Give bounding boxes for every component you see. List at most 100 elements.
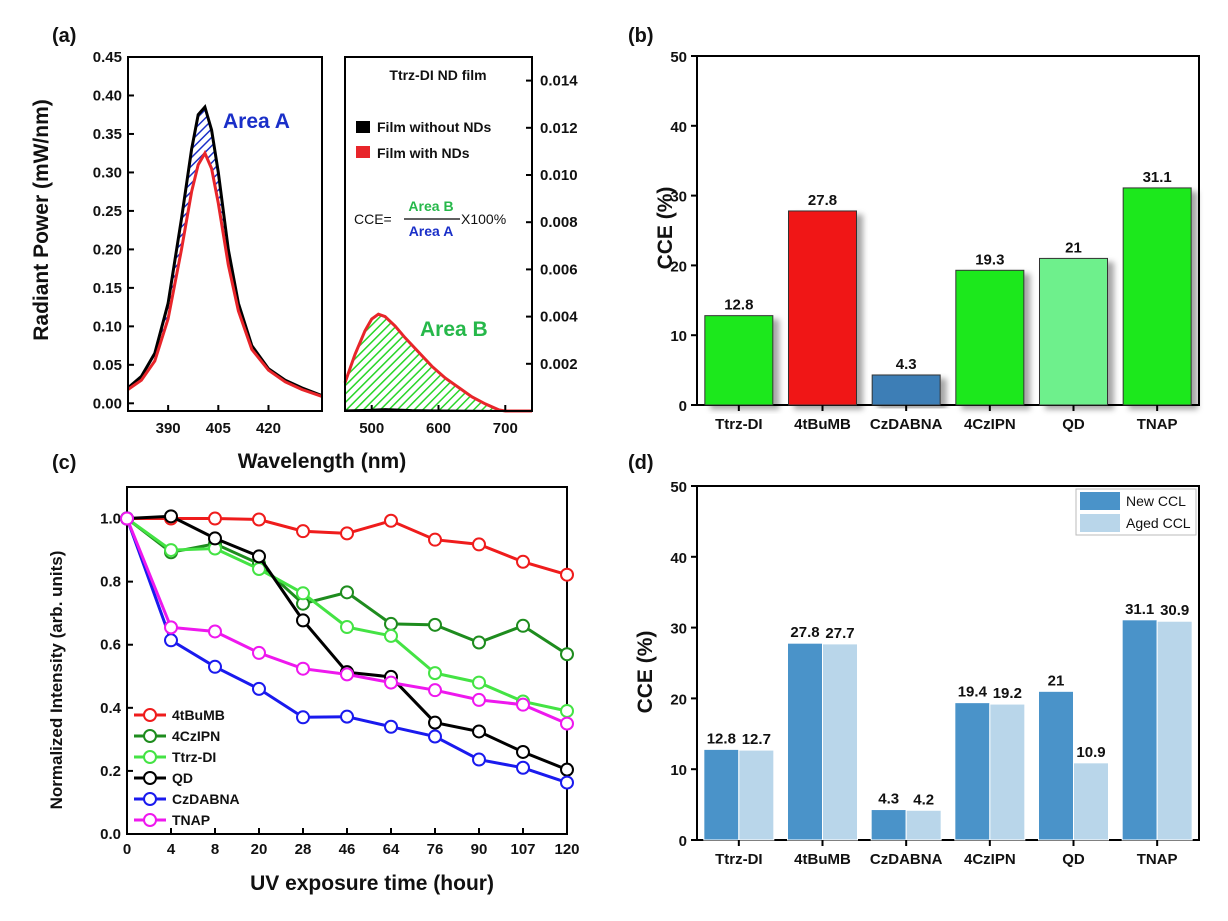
y-tick-label-right: 0.012 <box>540 120 578 137</box>
data-point-qd <box>516 744 530 759</box>
data-point-tnap <box>560 716 574 731</box>
data-point-tnap <box>252 645 266 660</box>
y-tick-label: 0.10 <box>93 318 122 335</box>
bar-data-label: 21 <box>1048 672 1065 689</box>
bar-data-label: 19.4 <box>958 684 988 701</box>
bar-czdabna <box>871 374 941 406</box>
data-point-qd <box>164 509 178 524</box>
data-point-qd <box>472 724 486 739</box>
data-point-4czipn <box>384 616 398 631</box>
panel-a-left-frame <box>127 56 323 412</box>
panel-a-x-axis-label: Wavelength (nm) <box>238 450 406 473</box>
x-tick-label: 120 <box>554 841 579 858</box>
bar-4tbumb-aged <box>822 643 858 841</box>
y-tick-label: 0 <box>679 398 687 415</box>
data-point-qd <box>296 613 310 628</box>
y-tick-label-right: 0.006 <box>540 261 578 278</box>
panel-c-x-axis-label: UV exposure time (hour) <box>250 872 494 895</box>
x-tick-label: TNAP <box>1137 851 1178 868</box>
area-b-hatch <box>345 314 532 411</box>
x-tick-label: Ttrz-DI <box>715 416 763 433</box>
legend-swatch-film-with-nds <box>356 146 370 158</box>
formula-numerator: Area B <box>408 198 453 214</box>
data-point-4tbumb <box>560 567 574 582</box>
bar-data-label: 27.8 <box>790 624 819 641</box>
y-tick-label: 40 <box>670 119 687 136</box>
x-tick-label-right: 500 <box>359 420 384 437</box>
y-tick-label: 40 <box>670 550 687 567</box>
legend-label-ttrz-di: Ttrz-DI <box>172 749 216 765</box>
bar-qd <box>1039 257 1108 406</box>
bar-data-label: 31.1 <box>1143 169 1172 186</box>
panel-a-y-axis-label: Radiant Power (mW/nm) <box>30 99 53 341</box>
panel-a-right-title: Ttrz-DI ND film <box>389 67 486 83</box>
data-point-czdabna <box>472 752 486 767</box>
data-point-qd <box>252 549 266 564</box>
x-tick-label: 28 <box>295 841 312 858</box>
data-point-tnap <box>296 661 310 676</box>
x-tick-label: 4CzIPN <box>964 851 1016 868</box>
data-point-tnap <box>164 620 178 635</box>
y-tick-label: 50 <box>670 479 687 496</box>
bar-tnap <box>1122 187 1192 406</box>
panel-a-left-plot: 0.00 0.05 0.10 0.15 0.20 0.25 0.30 0.35 0.40 0.45… <box>93 49 323 437</box>
data-point-ttrz-di <box>164 543 178 558</box>
x-tick-label: 4 <box>167 841 176 858</box>
bar-ttrz-di-aged <box>738 749 775 841</box>
data-point-4czipn <box>560 647 574 662</box>
data-point-czdabna <box>296 710 310 725</box>
bar-data-label: 10.9 <box>1076 744 1105 761</box>
plot-frame <box>696 55 1200 406</box>
panel-label-d: (d) <box>628 452 654 474</box>
legend-label-4czipn: 4CzIPN <box>172 728 220 744</box>
y-tick-label: 0.25 <box>93 203 122 220</box>
bar-data-label: 30.9 <box>1160 602 1189 619</box>
bar-qd-aged <box>1073 762 1109 841</box>
bar-data-label: 19.3 <box>975 251 1004 268</box>
data-point-czdabna <box>384 719 398 734</box>
data-point-czdabna <box>252 681 266 696</box>
legend-label-4tbumb: 4tBuMB <box>172 707 225 723</box>
panel-c-y-axis-label: Normalized Intensity (arb. units) <box>47 551 66 810</box>
legend-label-tnap: TNAP <box>172 812 210 828</box>
y-tick-label: 30 <box>670 189 687 206</box>
y-tick-label: 0.00 <box>93 395 122 412</box>
y-tick-label: 0.4 <box>100 700 122 717</box>
y-tick-label: 0.35 <box>93 126 122 143</box>
bar-data-label: 12.8 <box>707 730 736 747</box>
data-point-ttrz-di <box>296 586 310 601</box>
data-point-4tbumb <box>384 513 398 528</box>
y-tick-label: 0.05 <box>93 357 122 374</box>
bar-tnap-aged <box>1156 620 1193 841</box>
y-tick-label: 0.45 <box>93 49 122 66</box>
bar-data-label: 31.1 <box>1125 601 1154 618</box>
panel-a-right-plot: 0.002 0.004 0.006 0.008 0.010 0.012 0.014 500 60… <box>343 56 578 437</box>
data-point-4tbumb <box>252 512 266 527</box>
bar-data-label: 4.3 <box>896 356 917 373</box>
bar-4czipn <box>955 269 1025 406</box>
data-point-4tbumb <box>428 532 442 547</box>
data-point-4tbumb <box>340 526 354 541</box>
legend-label-film-without-nds: Film without NDs <box>377 119 492 135</box>
x-tick-label: 390 <box>156 420 181 437</box>
data-point-4czipn <box>516 618 530 633</box>
y-tick-label: 0.20 <box>93 241 122 258</box>
formula-prefix: CCE= <box>354 211 392 227</box>
panel-label-a: (a) <box>52 25 76 47</box>
x-tick-label: 4tBuMB <box>794 416 851 433</box>
legend-swatch-new-ccl <box>1080 492 1120 510</box>
x-tick-label: 64 <box>383 841 400 858</box>
panel-a-chart: 0.00 0.05 0.10 0.15 0.20 0.25 0.30 0.35 0.40 0.45… <box>30 49 578 473</box>
y-tick-label: 10 <box>670 762 687 779</box>
y-tick-label: 1.0 <box>100 511 121 528</box>
x-tick-label: 0 <box>123 841 131 858</box>
x-tick-label: 90 <box>471 841 488 858</box>
data-point-qd <box>208 531 222 546</box>
data-point-czdabna <box>164 633 178 648</box>
data-point-tnap <box>516 697 530 712</box>
panel-c-chart: UV exposure time (hour) Normalized Inten… <box>47 486 580 895</box>
data-point-tnap <box>428 683 442 698</box>
y-tick-label-right: 0.008 <box>540 214 578 231</box>
bar-data-label: 12.7 <box>742 731 771 748</box>
